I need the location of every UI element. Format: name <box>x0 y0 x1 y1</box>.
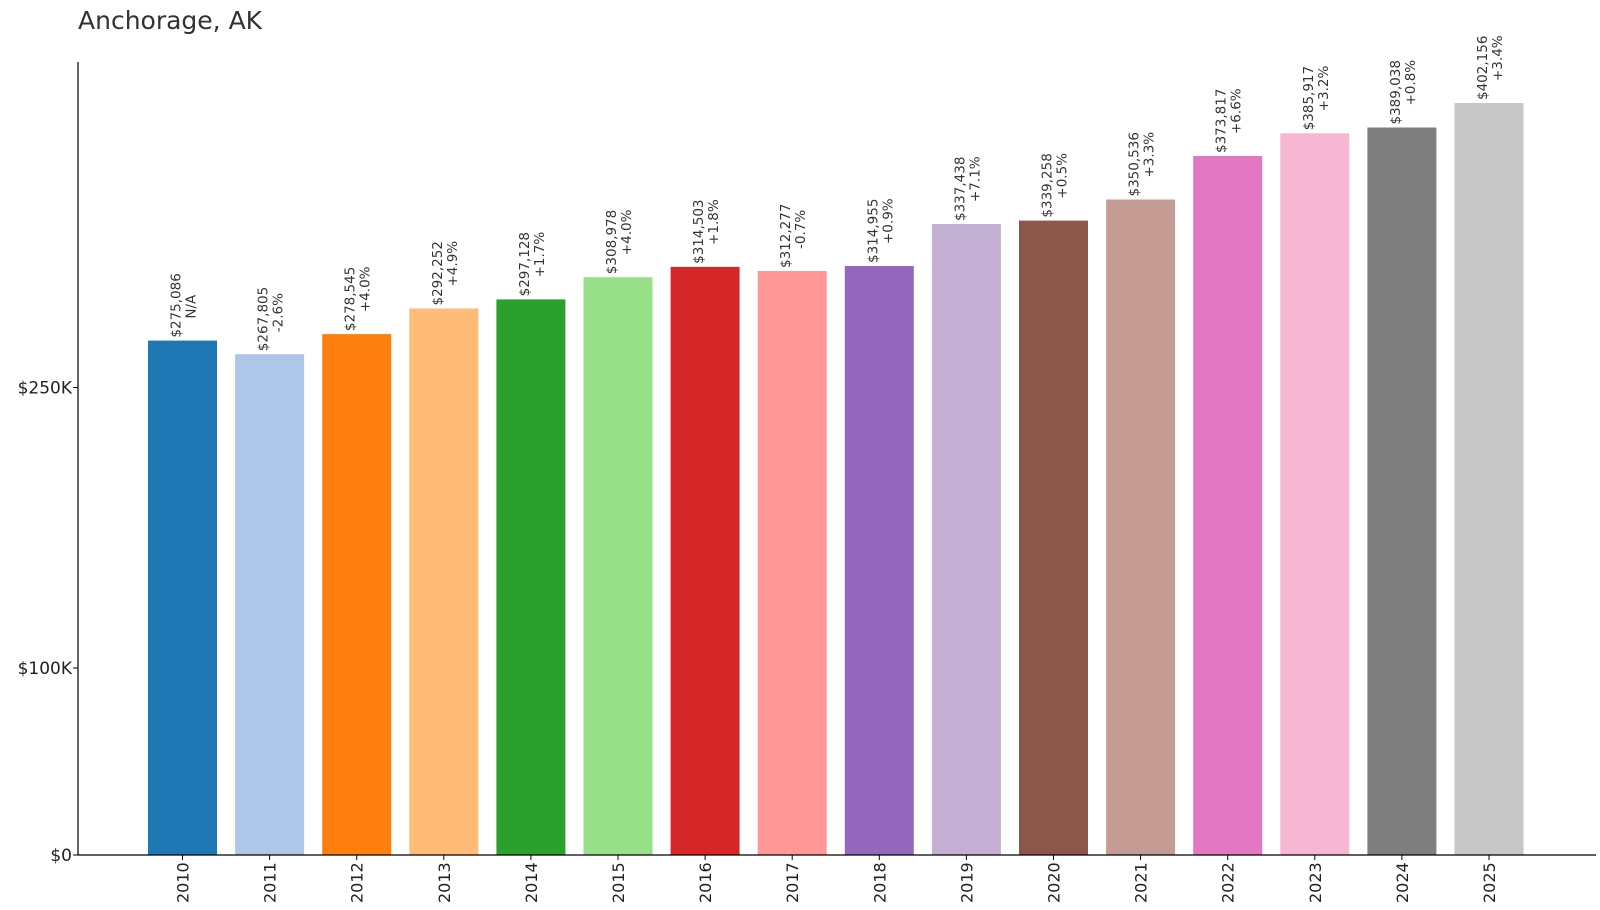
bar-2013 <box>409 308 479 855</box>
y-ticks-layer: $0 $100K $250K <box>18 379 78 866</box>
value-label-2021: $350,536 <box>1127 132 1143 196</box>
bar-2019 <box>931 224 1001 855</box>
bar-2016 <box>670 266 740 855</box>
bar-2024 <box>1367 127 1437 855</box>
change-label-2018: +0.9% <box>880 198 896 244</box>
x-tick-label-2012: 2012 <box>348 862 367 903</box>
change-label-2022: +6.6% <box>1229 88 1245 134</box>
change-label-2023: +3.2% <box>1316 66 1332 112</box>
value-label-2020: $339,258 <box>1040 153 1056 217</box>
bar-2017 <box>757 271 827 855</box>
x-tick-label-2015: 2015 <box>609 862 628 903</box>
axes-layer <box>77 62 1596 856</box>
y-tick-label: $250K <box>18 379 73 399</box>
x-tick-label-2021: 2021 <box>1132 862 1151 903</box>
bar-2010 <box>148 340 217 856</box>
change-label-2016: +1.8% <box>706 199 722 245</box>
bar-2020 <box>1019 220 1088 856</box>
x-tick-label-2019: 2019 <box>957 862 976 903</box>
value-label-2022: $373,817 <box>1214 89 1230 153</box>
value-labels-layer: $275,086 N/A $267,805 -2.6% $278,545 +4.0% $29… <box>169 35 1507 351</box>
value-label-2014: $297,128 <box>517 232 533 296</box>
bar-2021 <box>1106 199 1176 855</box>
x-tick-label-2022: 2022 <box>1219 862 1238 903</box>
value-label-2023: $385,917 <box>1301 66 1317 130</box>
x-tick-label-2013: 2013 <box>435 862 454 903</box>
value-label-2019: $337,438 <box>952 157 968 221</box>
x-tick-label-2025: 2025 <box>1480 862 1499 903</box>
change-label-2010: N/A <box>184 294 200 319</box>
y-tick-label: $100K <box>18 659 73 679</box>
change-label-2011: -2.6% <box>271 293 287 332</box>
x-tick-label-2018: 2018 <box>870 862 889 903</box>
value-label-2012: $278,545 <box>343 267 359 331</box>
value-label-2018: $314,955 <box>865 199 881 263</box>
change-label-2012: +4.0% <box>358 266 374 312</box>
x-tick-label-2014: 2014 <box>522 862 541 903</box>
x-tick-label-2017: 2017 <box>783 862 802 903</box>
bar-2018 <box>844 266 914 855</box>
value-label-2024: $389,038 <box>1388 60 1404 124</box>
bar-2011 <box>235 354 305 855</box>
change-label-2019: +7.1% <box>967 156 983 202</box>
value-label-2017: $312,277 <box>778 204 794 268</box>
change-label-2024: +0.8% <box>1403 60 1419 106</box>
bar-2025 <box>1454 103 1524 855</box>
value-label-2013: $292,252 <box>430 241 446 305</box>
value-label-2010: $275,086 <box>169 273 185 337</box>
value-label-2011: $267,805 <box>256 287 272 351</box>
bar-2023 <box>1280 133 1350 856</box>
x-tick-label-2016: 2016 <box>696 862 715 903</box>
bars-layer <box>148 103 1524 856</box>
x-tick-label-2020: 2020 <box>1045 862 1064 903</box>
chart-title: Anchorage, AK <box>78 6 263 35</box>
change-label-2015: +4.0% <box>619 209 635 255</box>
y-tick-label: $0 <box>50 846 72 866</box>
x-ticks-layer: 2010 2011 2012 2013 2014 2015 2016 2017 2018 2019… <box>174 855 1499 903</box>
value-label-2015: $308,978 <box>604 210 620 274</box>
change-label-2021: +3.3% <box>1142 132 1158 178</box>
value-label-2025: $402,156 <box>1475 36 1491 100</box>
change-label-2020: +0.5% <box>1055 153 1071 199</box>
x-tick-label-2011: 2011 <box>261 862 280 903</box>
change-label-2014: +1.7% <box>532 232 548 278</box>
x-tick-label-2010: 2010 <box>174 862 193 903</box>
bar-2014 <box>496 299 566 855</box>
change-label-2025: +3.4% <box>1490 35 1506 81</box>
bar-2012 <box>322 334 392 856</box>
change-label-2013: +4.9% <box>445 241 461 287</box>
value-label-2016: $314,503 <box>691 199 707 263</box>
change-label-2017: -0.7% <box>793 210 809 249</box>
x-tick-label-2024: 2024 <box>1393 862 1412 903</box>
bar-2022 <box>1193 156 1263 855</box>
bar-2015 <box>583 277 653 855</box>
x-tick-label-2023: 2023 <box>1306 862 1325 903</box>
